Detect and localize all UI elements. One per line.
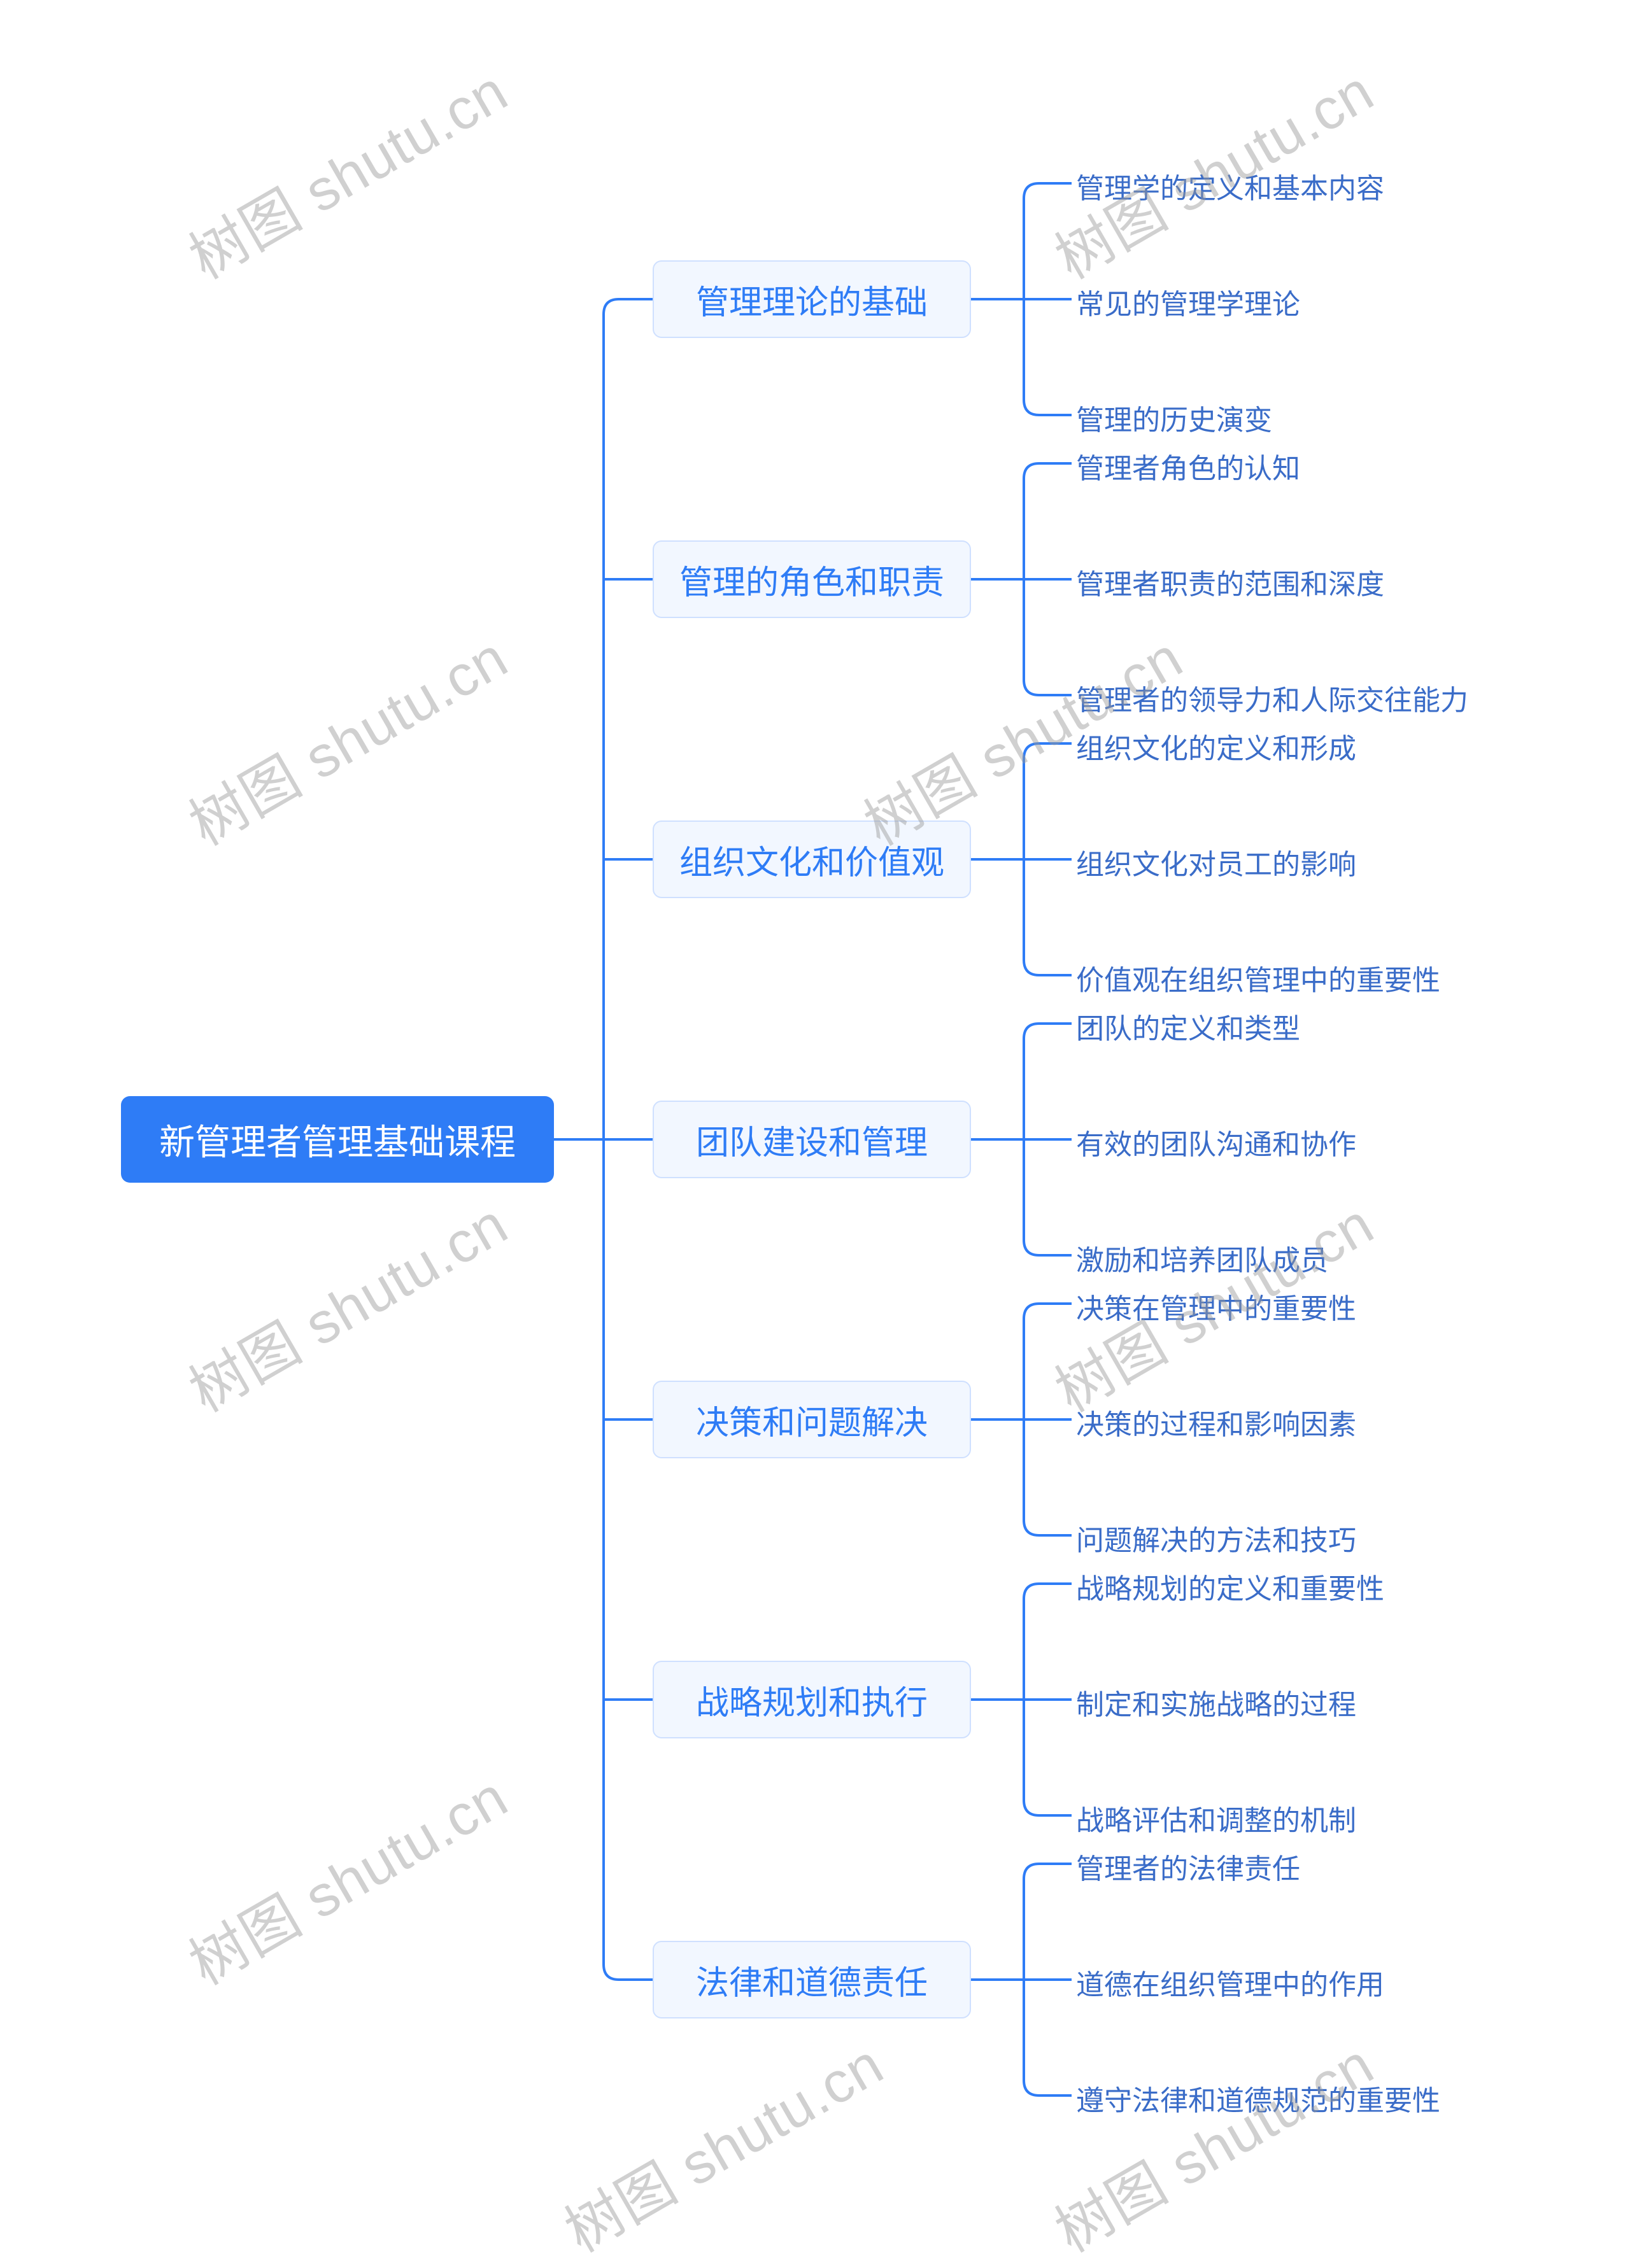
leaf-node: 决策的过程和影响因素 xyxy=(1076,1402,1356,1442)
leaf-label: 决策的过程和影响因素 xyxy=(1076,1409,1356,1440)
branch-node: 团队建设和管理 xyxy=(653,1101,971,1178)
branch-label: 决策和问题解决 xyxy=(696,1396,928,1444)
leaf-node: 管理者的法律责任 xyxy=(1076,1846,1300,1887)
branch-node: 管理理论的基础 xyxy=(653,260,971,338)
branch-node: 战略规划和执行 xyxy=(653,1661,971,1738)
leaf-node: 管理者的领导力和人际交往能力 xyxy=(1076,677,1468,718)
leaf-node: 价值观在组织管理中的重要性 xyxy=(1076,957,1440,998)
leaf-node: 制定和实施战略的过程 xyxy=(1076,1682,1356,1722)
leaf-label: 组织文化对员工的影响 xyxy=(1076,849,1356,880)
leaf-label: 战略规划的定义和重要性 xyxy=(1076,1574,1384,1605)
leaf-node: 组织文化对员工的影响 xyxy=(1076,842,1356,882)
leaf-node: 管理者角色的认知 xyxy=(1076,446,1300,486)
root-label: 新管理者管理基础课程 xyxy=(159,1114,516,1166)
branch-label: 管理的角色和职责 xyxy=(679,556,944,603)
leaf-label: 道德在组织管理中的作用 xyxy=(1076,1969,1384,2001)
leaf-label: 常见的管理学理论 xyxy=(1076,289,1300,320)
leaf-label: 管理的历史演变 xyxy=(1076,405,1272,436)
watermark: 树图 shutu.cn xyxy=(172,1752,520,2001)
branch-label: 战略规划和执行 xyxy=(696,1676,928,1724)
leaf-node: 常见的管理学理论 xyxy=(1076,281,1300,322)
leaf-label: 激励和培养团队成员 xyxy=(1076,1245,1328,1276)
leaf-label: 制定和实施战略的过程 xyxy=(1076,1689,1356,1721)
branch-node: 管理的角色和职责 xyxy=(653,540,971,618)
branch-node: 决策和问题解决 xyxy=(653,1381,971,1458)
leaf-label: 决策在管理中的重要性 xyxy=(1076,1293,1356,1325)
leaf-label: 问题解决的方法和技巧 xyxy=(1076,1525,1356,1556)
leaf-node: 遵守法律和道德规范的重要性 xyxy=(1076,2078,1440,2118)
leaf-node: 决策在管理中的重要性 xyxy=(1076,1286,1356,1327)
leaf-label: 团队的定义和类型 xyxy=(1076,1013,1300,1045)
leaf-label: 遵守法律和道德规范的重要性 xyxy=(1076,2085,1440,2117)
leaf-node: 管理者职责的范围和深度 xyxy=(1076,561,1384,602)
leaf-node: 组织文化的定义和形成 xyxy=(1076,726,1356,766)
watermark: 树图 shutu.cn xyxy=(1038,2019,1386,2268)
leaf-node: 道德在组织管理中的作用 xyxy=(1076,1962,1384,2003)
leaf-label: 价值观在组织管理中的重要性 xyxy=(1076,965,1440,996)
leaf-node: 团队的定义和类型 xyxy=(1076,1006,1300,1046)
leaf-node: 战略规划的定义和重要性 xyxy=(1076,1566,1384,1607)
watermark: 树图 shutu.cn xyxy=(172,612,520,861)
leaf-label: 管理者角色的认知 xyxy=(1076,453,1300,484)
branch-node: 法律和道德责任 xyxy=(653,1941,971,2018)
branch-node: 组织文化和价值观 xyxy=(653,821,971,898)
leaf-label: 管理者的法律责任 xyxy=(1076,1854,1300,1885)
root-node: 新管理者管理基础课程 xyxy=(121,1096,554,1183)
leaf-node: 管理的历史演变 xyxy=(1076,397,1272,438)
leaf-label: 有效的团队沟通和协作 xyxy=(1076,1129,1356,1160)
leaf-node: 有效的团队沟通和协作 xyxy=(1076,1122,1356,1162)
branch-label: 法律和道德责任 xyxy=(696,1956,928,2004)
watermark: 树图 shutu.cn xyxy=(548,2019,896,2268)
leaf-label: 管理者职责的范围和深度 xyxy=(1076,569,1384,600)
leaf-label: 管理学的定义和基本内容 xyxy=(1076,173,1384,204)
leaf-node: 问题解决的方法和技巧 xyxy=(1076,1518,1356,1558)
branch-label: 组织文化和价值观 xyxy=(679,836,944,884)
leaf-label: 组织文化的定义和形成 xyxy=(1076,733,1356,764)
leaf-node: 战略评估和调整的机制 xyxy=(1076,1798,1356,1838)
branch-label: 管理理论的基础 xyxy=(696,276,928,323)
branch-label: 团队建设和管理 xyxy=(696,1116,928,1164)
leaf-node: 管理学的定义和基本内容 xyxy=(1076,166,1384,206)
watermark: 树图 shutu.cn xyxy=(172,46,520,295)
leaf-label: 战略评估和调整的机制 xyxy=(1076,1805,1356,1836)
leaf-node: 激励和培养团队成员 xyxy=(1076,1237,1328,1278)
watermark: 树图 shutu.cn xyxy=(172,1179,520,1428)
leaf-label: 管理者的领导力和人际交往能力 xyxy=(1076,685,1468,716)
